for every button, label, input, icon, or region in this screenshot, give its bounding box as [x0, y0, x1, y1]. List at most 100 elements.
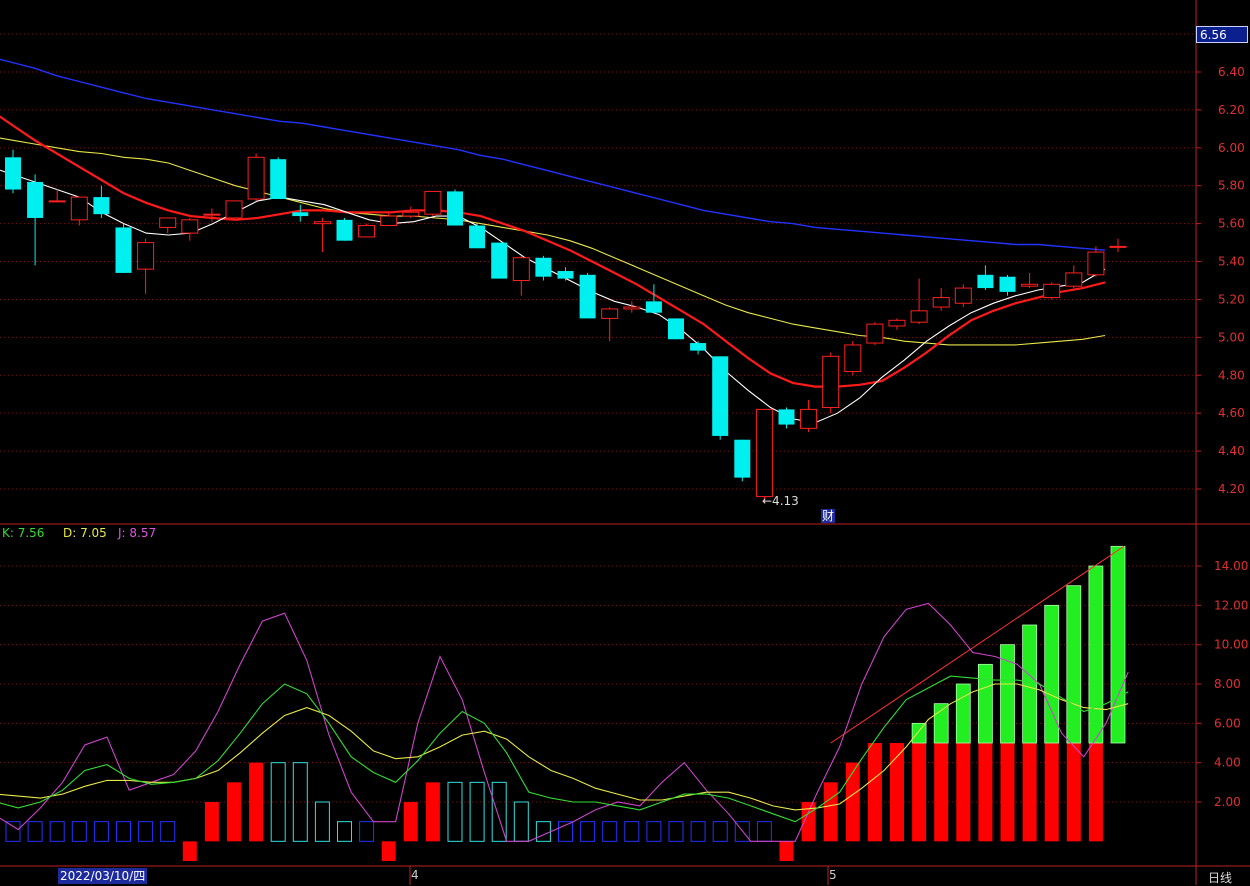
cursor-date-label: 2022/03/10/四 — [58, 868, 148, 884]
moving-average-lines — [0, 58, 1106, 424]
kdj-bar-cyan — [491, 781, 507, 842]
kdj-bar-blue — [558, 821, 573, 842]
kdj-bar-blue — [690, 821, 706, 842]
kdj-bar-blue — [71, 821, 87, 842]
kdj-bar-red — [823, 782, 838, 842]
low-price-label: ←4.13 — [762, 494, 799, 508]
kdj-bar-red — [204, 802, 219, 842]
candlesticks — [5, 149, 1127, 503]
kdj-bar-cyan — [314, 801, 330, 842]
candle-body-down — [115, 227, 132, 273]
kdj-bar-red — [1066, 743, 1081, 842]
kdj-tick-label: 12.00 — [1214, 598, 1248, 612]
price-tick-label: 4.60 — [1218, 406, 1245, 420]
price-tick-label: 4.40 — [1218, 444, 1245, 458]
kdj-bar-green — [955, 683, 971, 744]
candle-body-down — [336, 219, 353, 241]
grid-lines — [0, 33, 1196, 803]
candle-body-up — [954, 287, 972, 304]
kdj-bar-cyan — [337, 821, 352, 842]
kdj-bar-green — [978, 663, 993, 744]
candle-body-down — [557, 271, 574, 279]
candle-body-up — [203, 213, 221, 216]
candle-body-up — [48, 200, 66, 203]
kdj-bar-blue — [138, 821, 154, 842]
kdj-lines — [0, 602, 1129, 842]
candle-body-down — [999, 276, 1016, 292]
kdj-histogram — [5, 545, 1126, 861]
kdj-bar-red — [182, 841, 197, 861]
kdj-bar-red — [403, 802, 418, 842]
kdj-bar-green — [1022, 624, 1037, 744]
kdj-bar-blue — [49, 821, 65, 842]
candle-body-down — [579, 274, 596, 319]
candle-body-down — [27, 181, 44, 218]
price-tick-label: 5.00 — [1218, 330, 1245, 344]
financial-report-marker[interactable]: 财 — [821, 509, 836, 523]
kdj-bar-blue — [712, 821, 728, 842]
price-tick-label: 5.80 — [1218, 179, 1245, 193]
kdj-bar-blue — [5, 821, 21, 842]
kdj-bar-red — [934, 743, 949, 842]
kdj-bar-blue — [756, 821, 772, 842]
price-tick-label: 4.80 — [1218, 368, 1245, 382]
candle-body-up — [313, 221, 331, 225]
candle-body-up — [358, 225, 376, 238]
kdj-bar-blue — [734, 821, 750, 842]
candle-body-down — [93, 197, 110, 215]
kdj-j-line — [0, 602, 1129, 842]
price-axis: 4.20 4.40 4.60 4.80 5.00 5.20 5.40 5.60 5.80 6.00… — [1196, 65, 1248, 809]
candle-body-up — [822, 355, 840, 408]
kdj-bar-cyan — [447, 781, 463, 842]
period-selector[interactable]: 日线 — [1208, 871, 1233, 885]
candle-body-up — [181, 219, 199, 234]
candle-body-down — [712, 356, 729, 436]
price-tick-label: 6.40 — [1218, 65, 1245, 79]
ma10-line — [0, 115, 1106, 388]
kdj-bar-red — [956, 743, 971, 842]
month-label-april: 4 — [411, 868, 419, 882]
month-label-may: 5 — [829, 868, 837, 882]
candle-body-down — [5, 157, 21, 190]
kdj-bar-red — [1022, 743, 1037, 842]
kdj-tick-label: 4.00 — [1214, 756, 1241, 770]
candle-body-up — [888, 319, 906, 327]
kdj-bar-blue — [27, 821, 43, 842]
candle-body-down — [977, 274, 994, 289]
candle-body-up — [225, 200, 243, 219]
candle-body-up — [1043, 283, 1061, 299]
candle-body-up — [1065, 272, 1083, 287]
candle-body-up — [512, 257, 530, 282]
kdj-bar-green — [1088, 565, 1104, 744]
kdj-bar-red — [779, 841, 794, 861]
kdj-bar-blue — [646, 821, 662, 842]
price-tick-label: 4.20 — [1218, 482, 1245, 496]
candle-body-down — [668, 318, 684, 340]
candle-body-up — [402, 211, 420, 217]
kdj-bar-cyan — [469, 781, 485, 842]
kdj-tick-label: 10.00 — [1214, 638, 1248, 652]
kdj-tick-label: 8.00 — [1214, 677, 1241, 691]
ma5-line — [0, 169, 1106, 424]
kdj-bar-blue — [602, 821, 618, 842]
candle-body-up — [623, 306, 641, 310]
kdj-j-value: J: 8.57 — [118, 526, 157, 540]
candle-body-down — [734, 439, 751, 478]
candle-body-up — [1087, 251, 1105, 276]
kdj-bar-blue — [116, 821, 131, 842]
candle-body-up — [932, 297, 950, 308]
kdj-bar-red — [912, 743, 927, 842]
kdj-bar-cyan — [270, 762, 286, 842]
price-tick-label: 5.40 — [1218, 255, 1245, 269]
kdj-bar-red — [1044, 743, 1059, 842]
kdj-k-value: K: 7.56 — [2, 526, 45, 540]
candle-body-up — [247, 156, 265, 200]
candle-body-down — [535, 257, 552, 277]
current-price-tag: 6.56 — [1196, 26, 1248, 43]
kdj-bar-red — [1000, 743, 1015, 842]
price-tick-label: 6.00 — [1218, 141, 1245, 155]
ma20-line — [0, 137, 1106, 346]
kdj-bar-cyan — [535, 821, 551, 842]
